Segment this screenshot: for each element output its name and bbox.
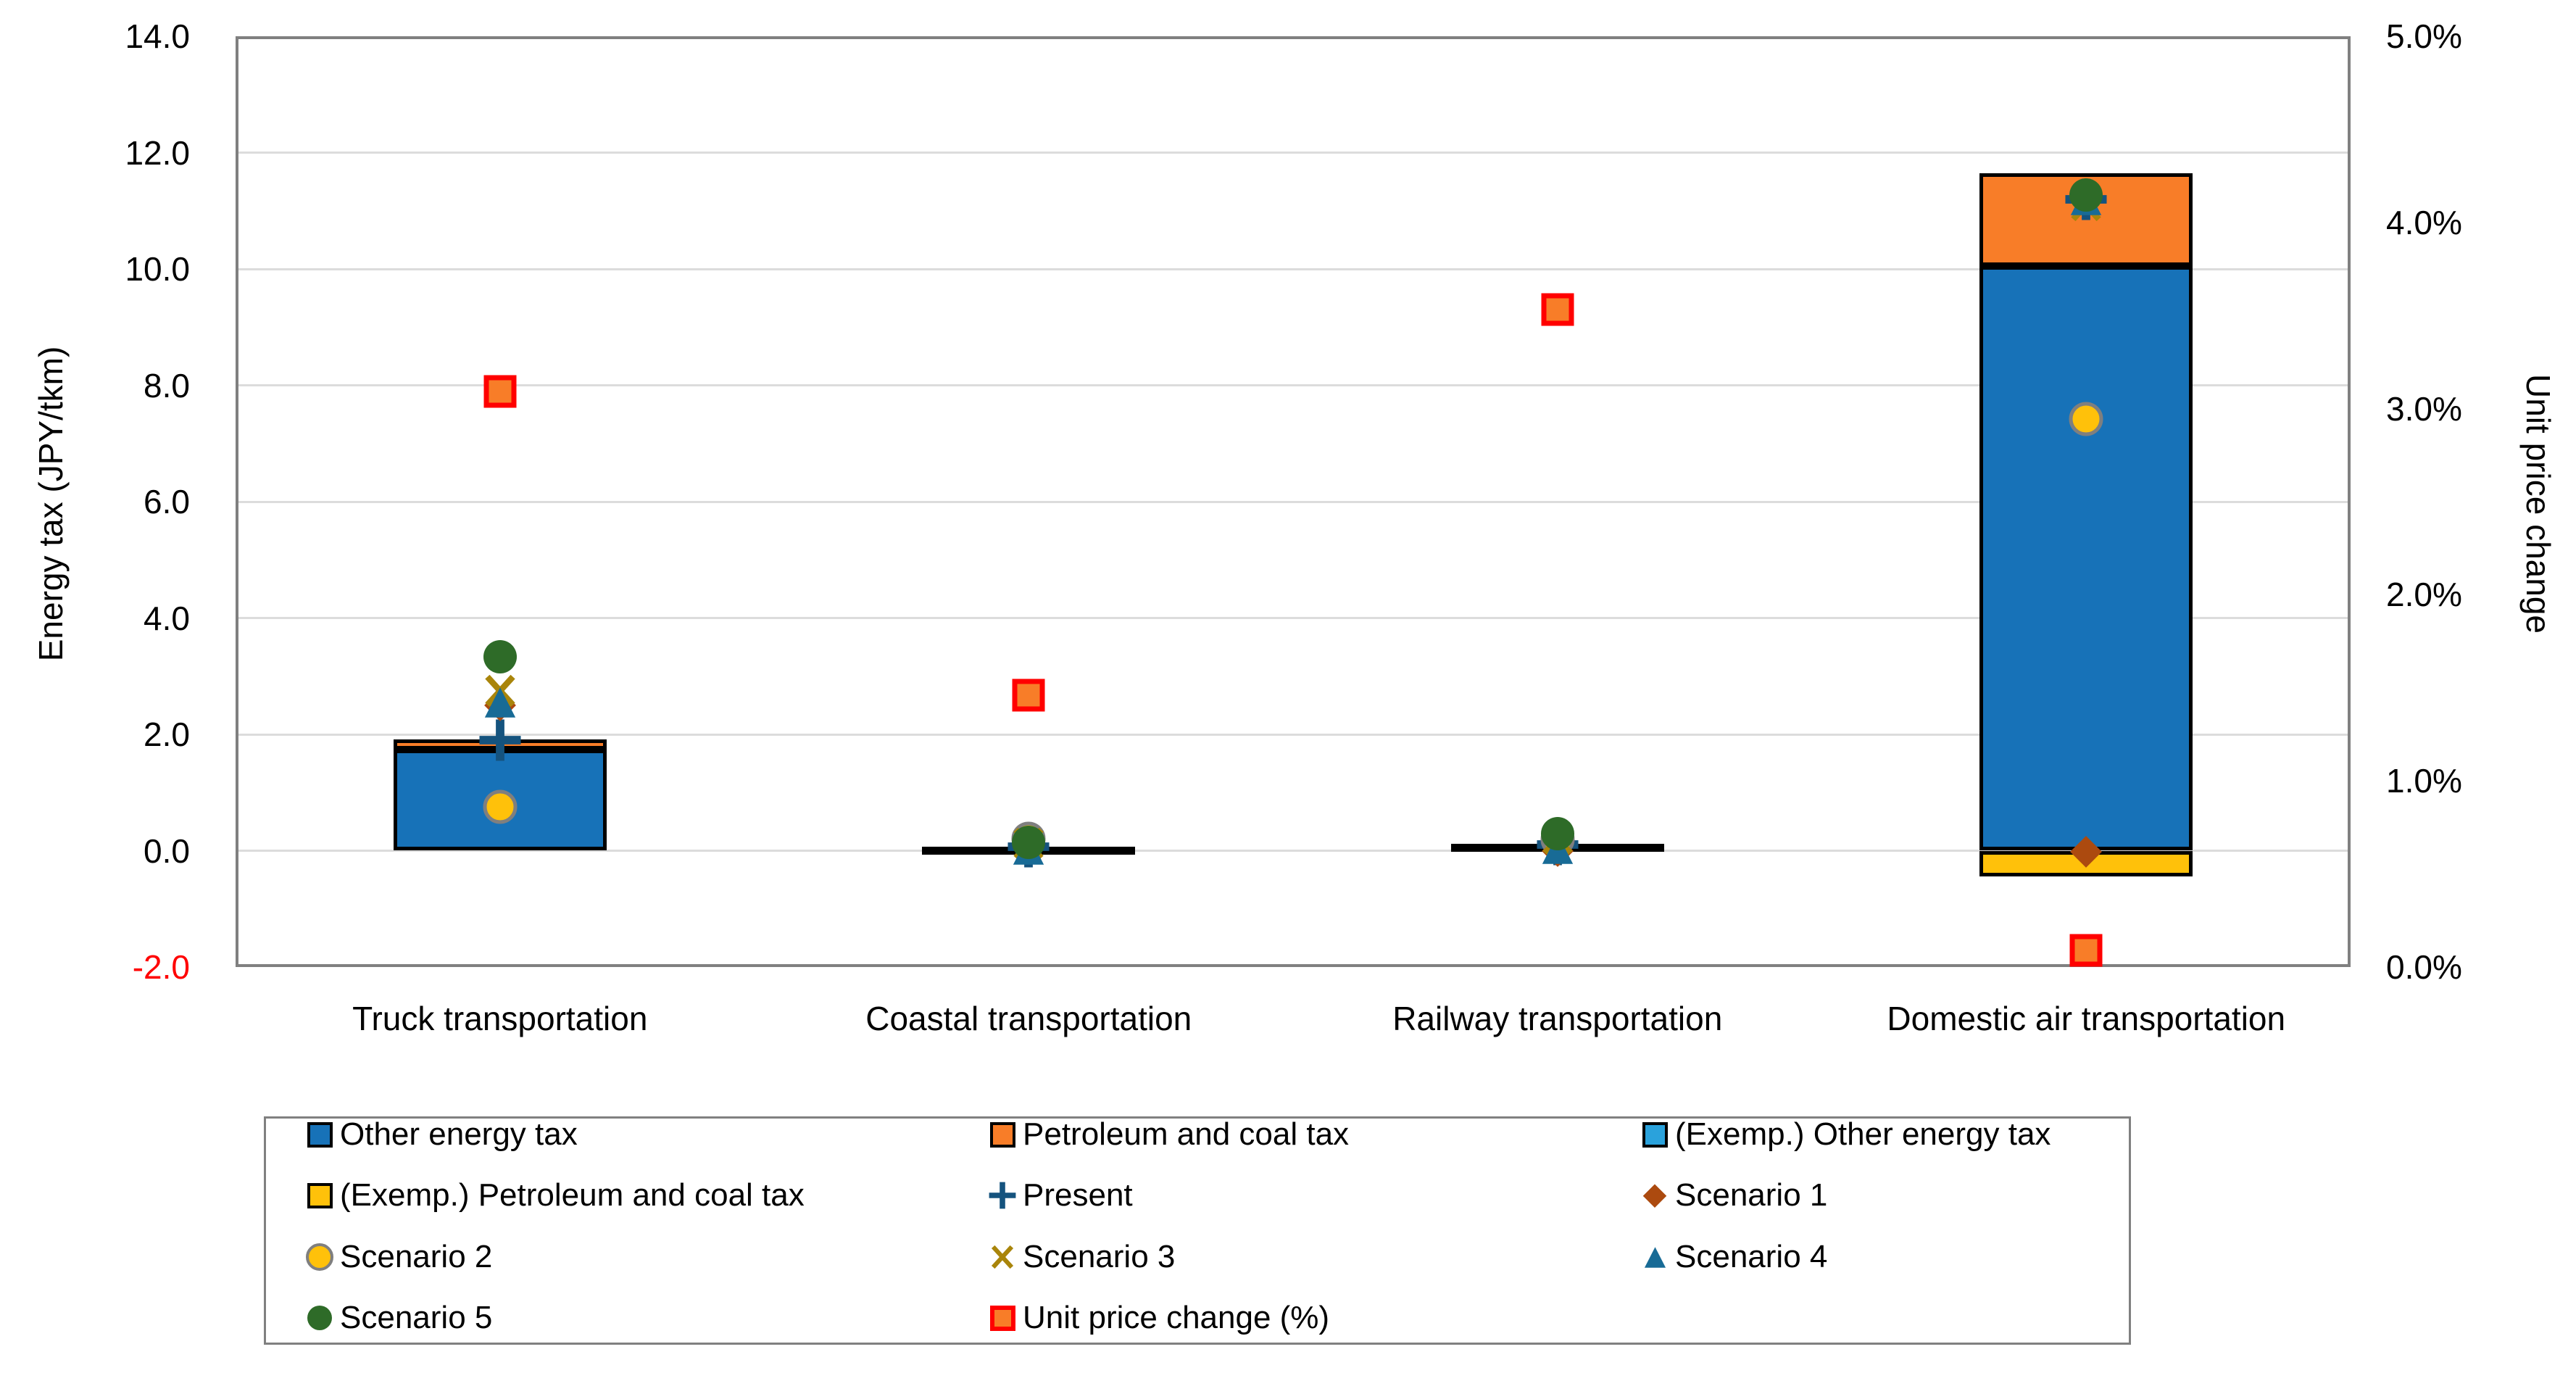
left-axis-tick: 10.0 bbox=[125, 250, 190, 288]
left-axis-tick: 12.0 bbox=[125, 133, 190, 172]
right-axis-tick: 0.0% bbox=[2386, 948, 2462, 986]
marker-scenario-5-domestic-air-transportation bbox=[2069, 178, 2103, 212]
legend-label: Petroleum and coal tax bbox=[1023, 1116, 1350, 1152]
scenario-4-legend-marker-icon bbox=[1639, 1241, 1671, 1273]
exemp-petroleum-and-coal-tax-legend-marker-icon bbox=[304, 1179, 336, 1211]
legend-entry-scenario-2: Scenario 2 bbox=[304, 1237, 956, 1277]
legend-label: Other energy tax bbox=[340, 1116, 578, 1152]
exemp-other-energy-tax-legend-marker-icon bbox=[1639, 1119, 1671, 1150]
gridline bbox=[236, 617, 2351, 619]
legend-label: (Exemp.) Other energy tax bbox=[1675, 1116, 2051, 1152]
legend-label: Unit price change (%) bbox=[1023, 1300, 1330, 1335]
marker-unit-price-change-domestic-air-transportation bbox=[2069, 934, 2103, 967]
gridline bbox=[236, 500, 2351, 503]
legend-entry-exemp-other-energy-tax: (Exemp.) Other energy tax bbox=[1639, 1114, 2291, 1155]
legend-entry-scenario-5: Scenario 5 bbox=[304, 1298, 956, 1338]
legend-label: Scenario 2 bbox=[340, 1239, 493, 1274]
right-axis-tick: 4.0% bbox=[2386, 203, 2462, 241]
scenario-5-legend-marker-icon bbox=[304, 1302, 336, 1334]
legend-entry-petroleum-and-coal-tax: Petroleum and coal tax bbox=[986, 1114, 1639, 1155]
marker-scenario-2-domestic-air-transportation bbox=[2069, 402, 2103, 436]
marker-present-truck-transportation bbox=[478, 718, 523, 763]
petroleum-and-coal-tax-legend-marker-icon bbox=[986, 1119, 1018, 1150]
gridline bbox=[236, 733, 2351, 736]
category-label-truck-transportation: Truck transportation bbox=[352, 1000, 648, 1037]
marker-unit-price-change-truck-transportation bbox=[483, 375, 517, 408]
legend-entry-unit-price-change: Unit price change (%) bbox=[986, 1298, 1639, 1338]
category-label-railway-transportation: Railway transportation bbox=[1392, 1000, 1723, 1037]
marker-scenario-5-railway-transportation bbox=[1540, 817, 1574, 851]
legend-entry-scenario-4: Scenario 4 bbox=[1639, 1237, 2291, 1277]
legend-box: Other energy tax Petroleum and coal tax (E… bbox=[264, 1116, 2131, 1345]
marker-unit-price-change-railway-transportation bbox=[1541, 293, 1574, 326]
category-label-coastal-transportation: Coastal transportation bbox=[865, 1000, 1192, 1037]
marker-scenario-5-coastal-transportation bbox=[1012, 826, 1046, 860]
left-axis-tick: 14.0 bbox=[125, 17, 190, 55]
bar-domestic-air-transportation-other-energy-tax bbox=[1979, 265, 2193, 851]
gridline bbox=[236, 850, 2351, 852]
plot-area-border bbox=[236, 36, 2351, 967]
legend-label: Scenario 5 bbox=[340, 1300, 493, 1335]
category-label-domestic-air-transportation: Domestic air transportation bbox=[1887, 1000, 2286, 1037]
gridline bbox=[236, 384, 2351, 386]
legend-label: Scenario 4 bbox=[1675, 1239, 1828, 1274]
left-axis-tick: 8.0 bbox=[144, 366, 190, 405]
legend-label: Present bbox=[1023, 1177, 1133, 1213]
legend-label: Scenario 1 bbox=[1675, 1177, 1828, 1213]
marker-scenario-5-truck-transportation bbox=[483, 640, 517, 674]
marker-unit-price-change-coastal-transportation bbox=[1012, 679, 1045, 712]
marker-scenario-2-truck-transportation bbox=[483, 789, 518, 824]
other-energy-tax-legend-marker-icon bbox=[304, 1119, 336, 1150]
right-axis-tick: 2.0% bbox=[2386, 576, 2462, 614]
left-axis-tick: 0.0 bbox=[144, 831, 190, 870]
scenario-2-legend-marker-icon bbox=[304, 1241, 336, 1273]
left-axis-tick: -2.0 bbox=[132, 948, 190, 986]
legend-entry-exemp-petroleum-and-coal-tax: (Exemp.) Petroleum and coal tax bbox=[304, 1175, 956, 1216]
right-axis-tick: 3.0% bbox=[2386, 389, 2462, 428]
present-legend-marker-icon bbox=[986, 1179, 1018, 1211]
legend-entry-present: Present bbox=[986, 1175, 1639, 1216]
scenario-3-legend-marker-icon bbox=[986, 1241, 1018, 1273]
left-axis-tick: 6.0 bbox=[144, 483, 190, 520]
right-axis-tick: 1.0% bbox=[2386, 762, 2462, 800]
legend-entry-other-energy-tax: Other energy tax bbox=[304, 1114, 956, 1155]
left-axis-tick: 2.0 bbox=[144, 715, 190, 753]
legend-label: Scenario 3 bbox=[1023, 1239, 1176, 1274]
legend-entry-scenario-3: Scenario 3 bbox=[986, 1237, 1639, 1277]
left-axis-tick: 4.0 bbox=[144, 599, 190, 637]
scenario-1-legend-marker-icon bbox=[1632, 1173, 1677, 1218]
right-axis-tick: 5.0% bbox=[2386, 17, 2462, 55]
marker-scenario-4-truck-transportation bbox=[483, 686, 516, 718]
legend-entry-scenario-1: Scenario 1 bbox=[1639, 1175, 2291, 1216]
legend-label: (Exemp.) Petroleum and coal tax bbox=[340, 1177, 805, 1213]
unit-price-change-legend-marker-icon bbox=[986, 1302, 1018, 1334]
gridline bbox=[236, 267, 2351, 270]
gridline bbox=[236, 152, 2351, 154]
